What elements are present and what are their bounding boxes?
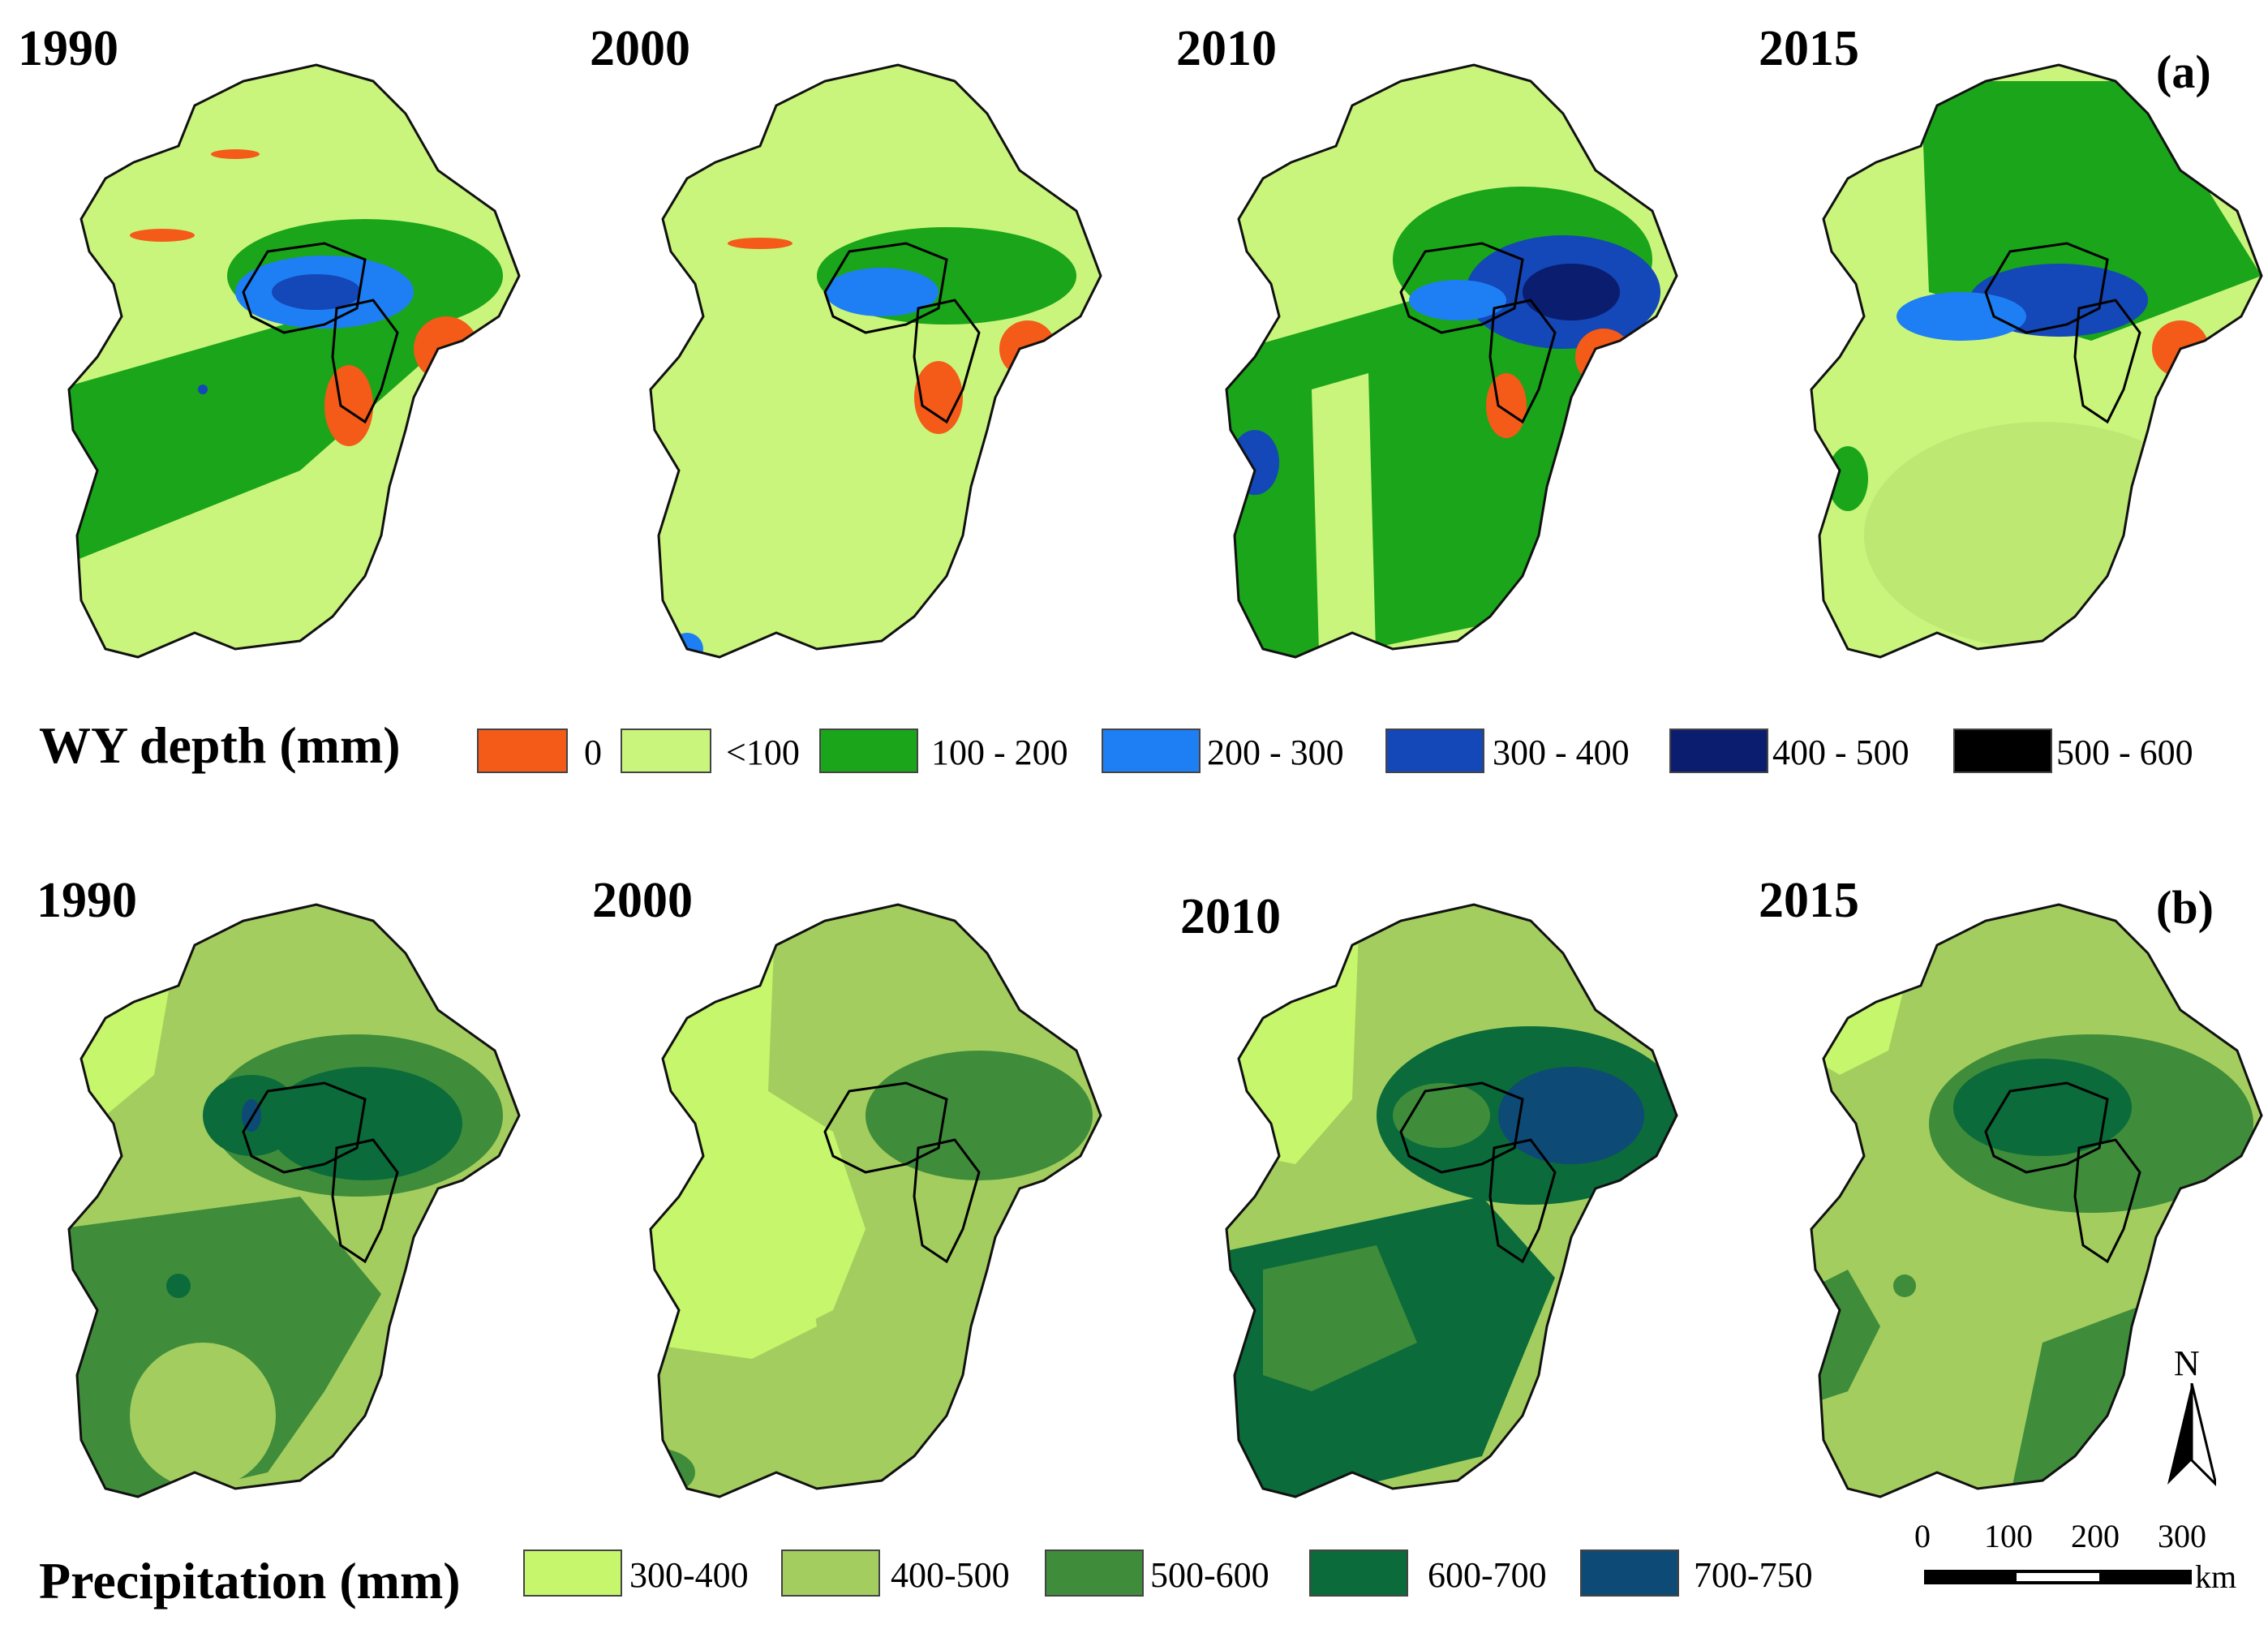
wy-legend-label-5: 400 - 500 xyxy=(1772,733,1909,772)
scale-bar-segment-1 xyxy=(1924,1570,2013,1584)
precip-map-1990 xyxy=(67,903,521,1498)
wy-legend-label-1: <100 xyxy=(726,733,800,772)
wy-legend-swatch-6 xyxy=(1953,729,2052,773)
wy-map-2000 xyxy=(649,63,1102,659)
wy-legend-swatch-2 xyxy=(819,729,918,773)
year-label-b-1990: 1990 xyxy=(37,873,137,928)
panel-tag-a: (a) xyxy=(2156,45,2211,98)
year-label-b-2000: 2000 xyxy=(592,873,693,928)
wy-legend-swatch-5 xyxy=(1669,729,1768,773)
scale-tick-0: 0 xyxy=(1914,1518,1931,1554)
precip-legend-label-1: 400-500 xyxy=(891,1555,1010,1595)
precip-legend-swatch-0 xyxy=(523,1549,622,1597)
wy-legend-swatch-0 xyxy=(477,729,568,773)
year-label-b-2015: 2015 xyxy=(1759,873,1859,928)
precip-map-2010 xyxy=(1225,903,1678,1498)
wy-legend-swatch-1 xyxy=(621,729,711,773)
panel-tag-b: (b) xyxy=(2156,881,2214,934)
year-label-a-2015: 2015 xyxy=(1759,21,1859,76)
scale-tick-300: 300 xyxy=(2158,1518,2206,1554)
precip-legend-swatch-3 xyxy=(1309,1549,1408,1597)
precip-legend-label-4: 700-750 xyxy=(1694,1555,1813,1595)
year-label-a-2000: 2000 xyxy=(590,21,690,76)
north-arrow-icon xyxy=(2167,1383,2216,1487)
wy-map-1990 xyxy=(67,63,521,659)
wy-legend-swatch-4 xyxy=(1385,729,1484,773)
wy-legend-label-2: 100 - 200 xyxy=(931,733,1068,772)
wy-legend-label-0: 0 xyxy=(584,733,602,772)
wy-map-2010 xyxy=(1225,63,1678,659)
scale-tick-100: 100 xyxy=(1984,1518,2033,1554)
scale-tick-200: 200 xyxy=(2071,1518,2120,1554)
precip-legend-label-0: 300-400 xyxy=(629,1555,749,1595)
precip-legend-swatch-1 xyxy=(781,1549,880,1597)
wy-legend-label-6: 500 - 600 xyxy=(2056,733,2193,772)
wy-legend-label-3: 200 - 300 xyxy=(1207,733,1344,772)
precip-map-2015 xyxy=(1810,903,2263,1498)
wy-legend-swatch-3 xyxy=(1102,729,1201,773)
scale-unit: km xyxy=(2195,1558,2237,1595)
scale-bar-segment-2 xyxy=(2013,1570,2103,1584)
precip-legend-swatch-2 xyxy=(1045,1549,1144,1597)
scale-bar-segment-3 xyxy=(2103,1570,2192,1584)
precip-map-2000 xyxy=(649,903,1102,1498)
north-arrow-label: N xyxy=(2174,1343,2200,1383)
year-label-a-2010: 2010 xyxy=(1176,21,1277,76)
precip-legend-swatch-4 xyxy=(1580,1549,1679,1597)
precip-legend-title: Precipitation (mm) xyxy=(39,1552,461,1610)
year-label-a-1990: 1990 xyxy=(18,21,118,76)
precip-legend-label-3: 600-700 xyxy=(1428,1555,1547,1595)
wy-legend-title: WY depth (mm) xyxy=(39,716,401,774)
precip-legend-label-2: 500-600 xyxy=(1150,1555,1269,1595)
wy-legend-label-4: 300 - 400 xyxy=(1493,733,1630,772)
wy-map-2015 xyxy=(1810,63,2263,659)
year-label-b-2010: 2010 xyxy=(1180,889,1281,944)
